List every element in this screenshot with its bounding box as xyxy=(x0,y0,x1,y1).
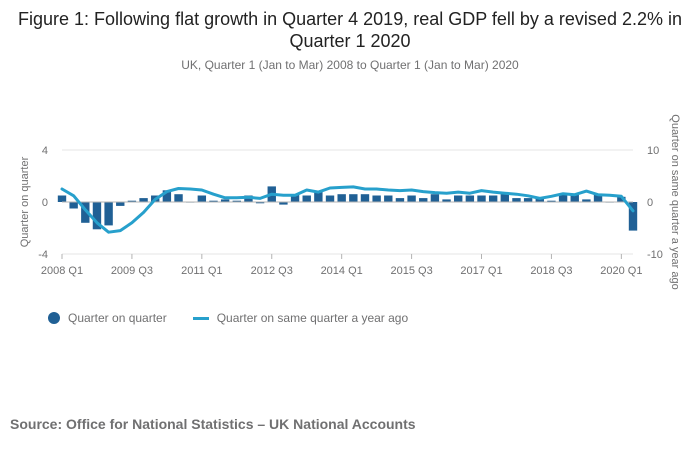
right-axis-ticks: 10 0 -10 xyxy=(647,145,663,261)
bar xyxy=(384,195,393,202)
bar xyxy=(104,202,113,226)
bar xyxy=(500,194,510,202)
bar xyxy=(360,194,370,202)
legend-item-bars: Quarter on quarter xyxy=(48,311,167,325)
left-tick-label: 0 xyxy=(42,197,48,209)
legend-line-icon xyxy=(192,316,209,320)
x-tick-label: 2020 Q1 xyxy=(600,265,642,277)
bar xyxy=(593,194,603,202)
bar xyxy=(197,195,207,202)
bar xyxy=(535,198,544,202)
bar xyxy=(337,194,346,202)
bar xyxy=(349,194,358,202)
bar xyxy=(139,198,148,202)
legend-item-line: Quarter on same quarter a year ago xyxy=(192,311,409,325)
left-tick-label: -4 xyxy=(38,249,48,261)
bar xyxy=(512,198,521,202)
right-tick-label: 0 xyxy=(647,197,653,209)
x-tick-label: 2009 Q3 xyxy=(111,265,153,277)
x-tick-label: 2014 Q1 xyxy=(321,265,363,277)
bar xyxy=(92,202,102,230)
bar-series xyxy=(57,186,638,231)
legend: Quarter on quarter Quarter on same quart… xyxy=(48,311,434,325)
bar xyxy=(325,195,335,202)
bar xyxy=(617,196,626,202)
left-axis-ticks: 4 0 -4 xyxy=(38,145,48,261)
bar xyxy=(407,195,416,202)
bar xyxy=(314,191,323,202)
legend-label-line: Quarter on same quarter a year ago xyxy=(216,311,409,325)
bar xyxy=(628,202,638,231)
left-tick-label: 4 xyxy=(42,145,48,157)
x-tick-label: 2011 Q1 xyxy=(181,265,222,277)
right-tick-label: 10 xyxy=(647,145,659,157)
right-tick-label: -10 xyxy=(647,249,663,261)
line-series xyxy=(60,185,635,234)
x-tick-label: 2008 Q1 xyxy=(41,265,83,277)
bar xyxy=(442,199,451,202)
bar xyxy=(419,198,428,202)
x-tick-label: 2012 Q3 xyxy=(251,265,293,277)
bar xyxy=(279,202,288,205)
bar xyxy=(57,195,67,202)
x-tick-label: 2015 Q3 xyxy=(390,265,432,277)
x-axis-ticks: 2008 Q1 2009 Q3 2011 Q1 2012 Q3 2014 Q1 2015 … xyxy=(41,254,642,277)
bar xyxy=(570,194,579,202)
bar xyxy=(81,202,90,223)
bar xyxy=(69,202,78,209)
bar xyxy=(372,195,381,202)
legend-dot-icon xyxy=(48,312,60,324)
chart-title: Figure 1: Following flat growth in Quart… xyxy=(18,9,682,51)
line-path xyxy=(60,185,635,234)
bar xyxy=(488,195,498,202)
bar xyxy=(127,200,137,202)
bar xyxy=(232,200,241,202)
bar xyxy=(255,202,265,204)
legend-label-bars: Quarter on quarter xyxy=(68,311,167,325)
bar xyxy=(116,202,125,206)
bar xyxy=(395,198,405,202)
bar xyxy=(302,195,311,202)
bar xyxy=(547,200,556,202)
bar xyxy=(465,195,475,202)
gridlines xyxy=(62,149,633,255)
bar xyxy=(523,198,533,202)
bar xyxy=(174,194,183,202)
x-tick-label: 2018 Q3 xyxy=(530,265,572,277)
bar xyxy=(477,195,486,202)
bar xyxy=(454,195,463,202)
bar xyxy=(209,200,218,202)
bar xyxy=(220,199,230,202)
source-note: Source: Office for National Statistics –… xyxy=(10,416,416,432)
bar xyxy=(162,190,172,202)
bar xyxy=(290,194,300,202)
bar xyxy=(430,194,440,202)
left-axis-label: Quarter on quarter xyxy=(19,156,31,247)
chart-subtitle: UK, Quarter 1 (Jan to Mar) 2008 to Quart… xyxy=(181,58,519,72)
right-axis-label: Quarter on same quarter a year ago xyxy=(669,114,681,289)
x-tick-label: 2017 Q1 xyxy=(460,265,502,277)
bar xyxy=(582,199,591,202)
bar xyxy=(558,194,568,202)
